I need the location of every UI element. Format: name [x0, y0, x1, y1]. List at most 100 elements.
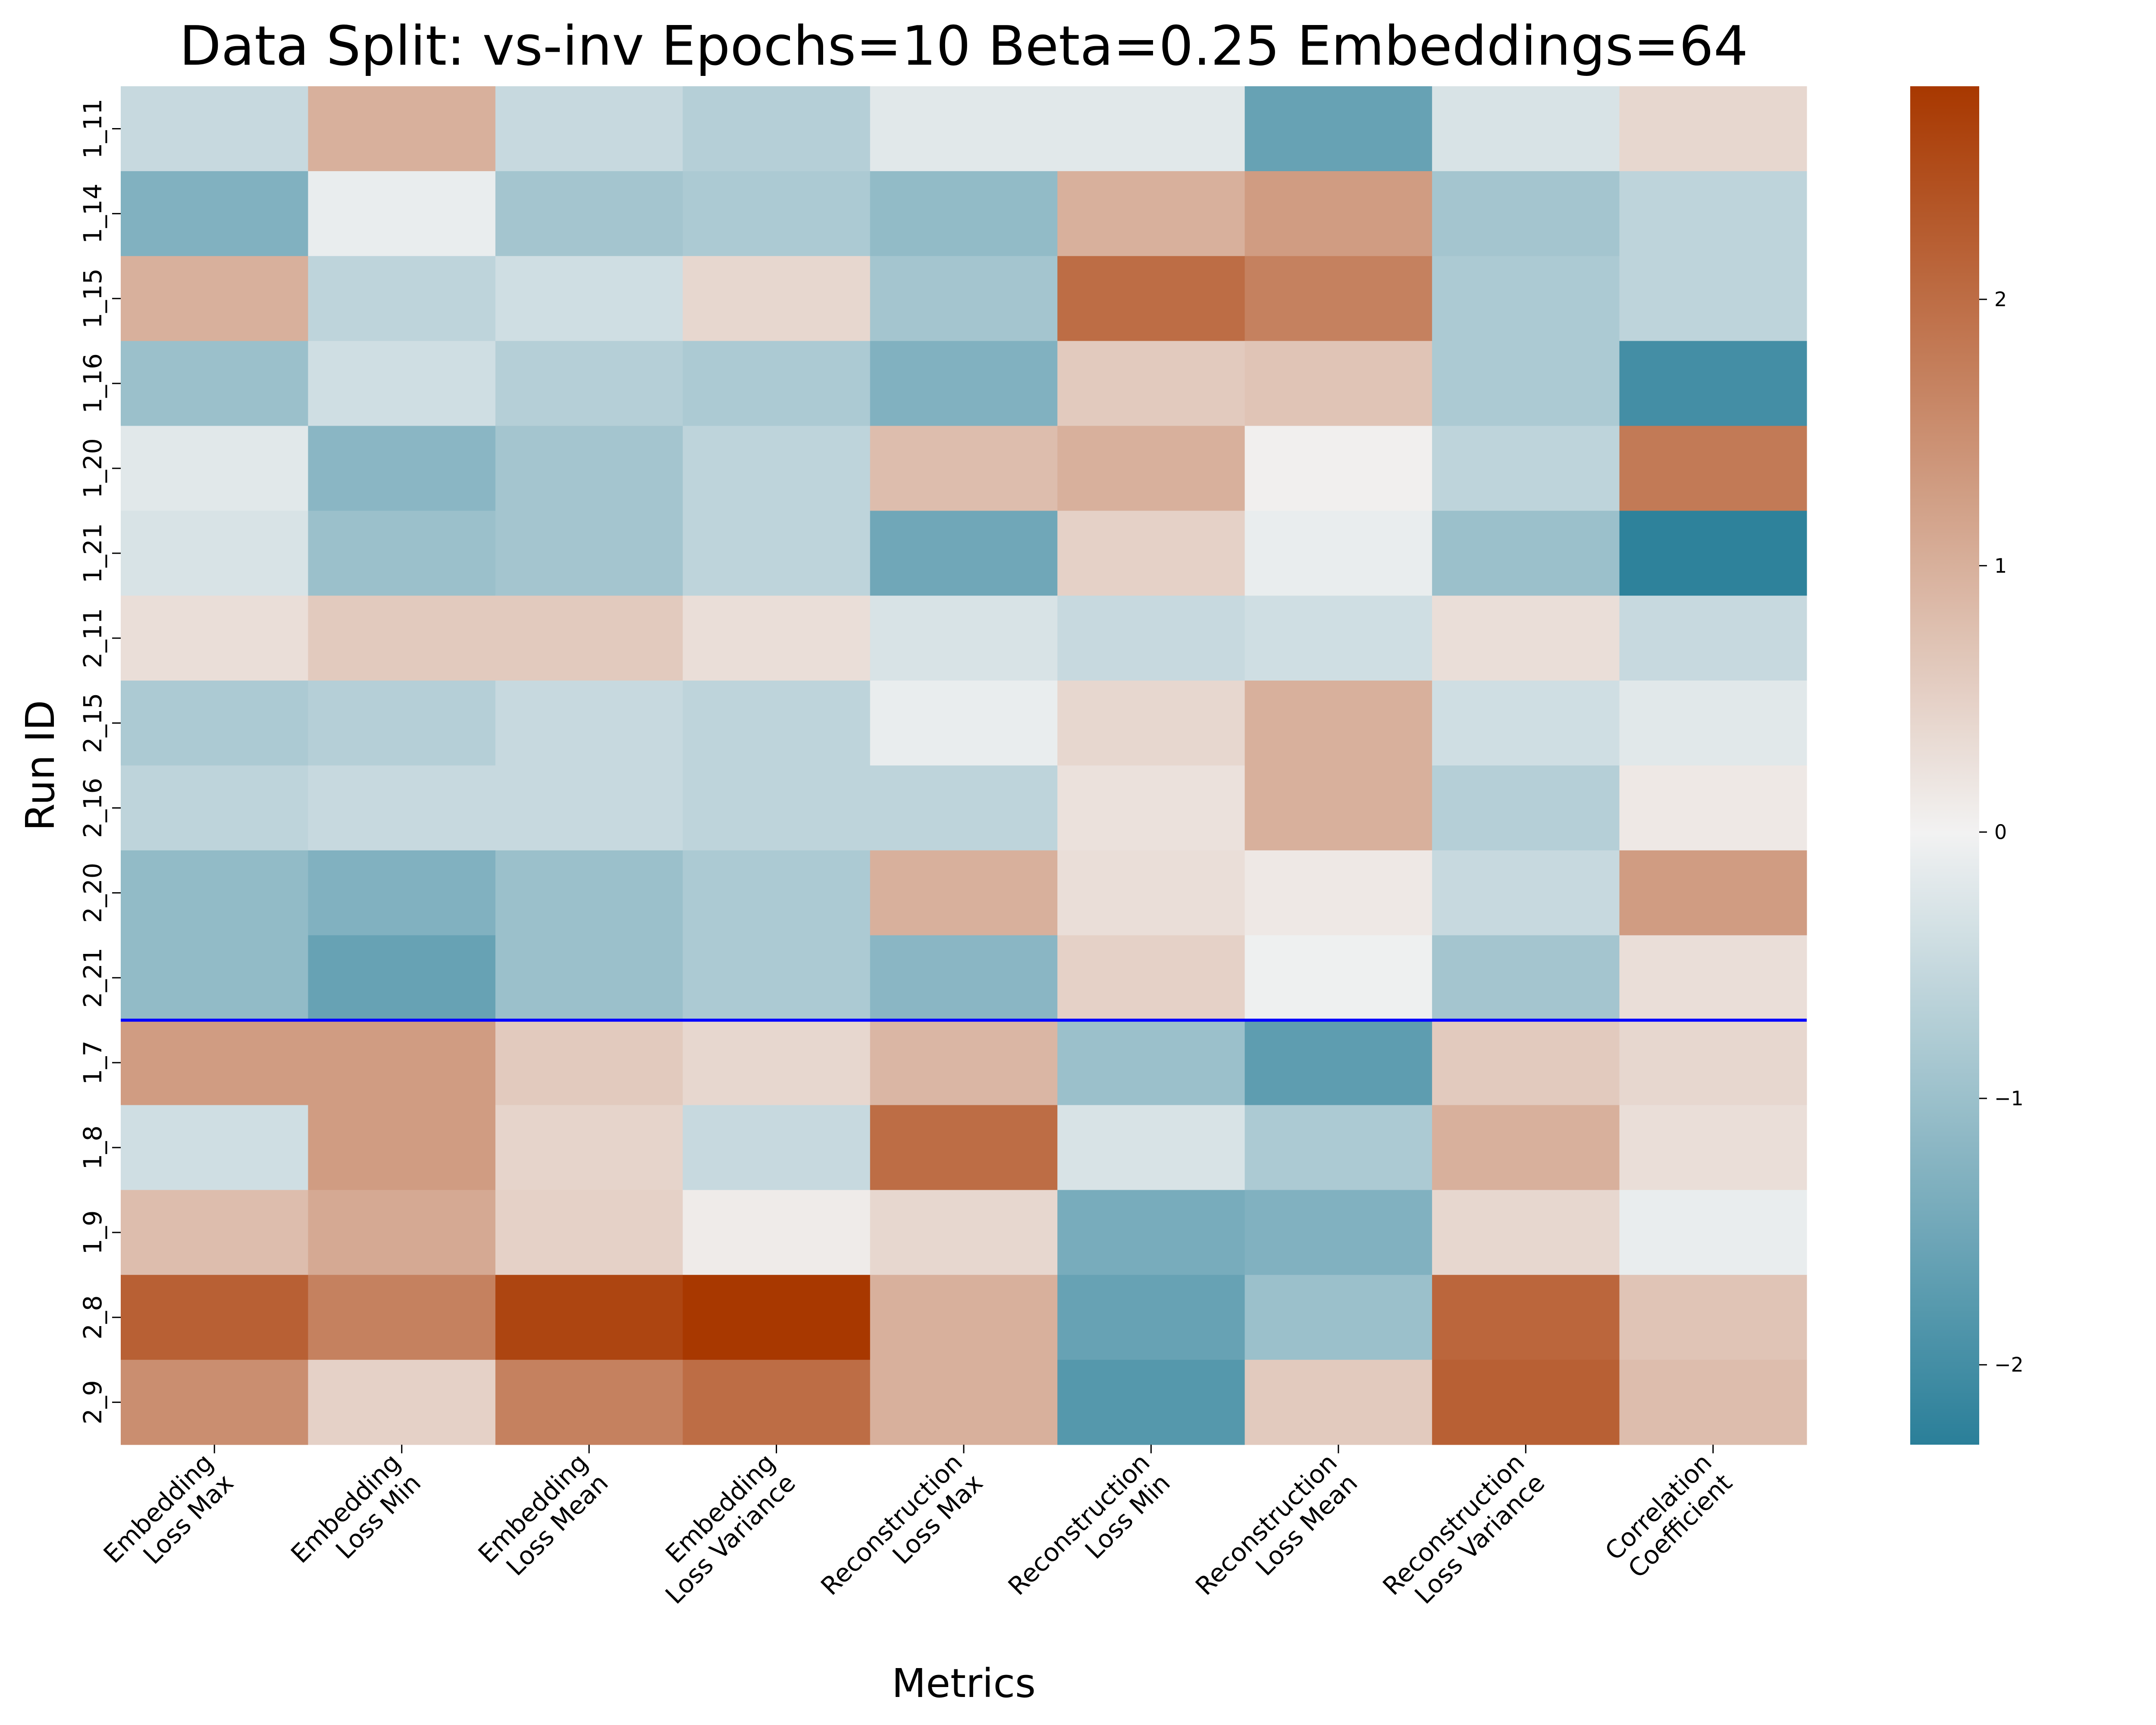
heatmap-cell [1057, 256, 1245, 342]
heatmap-cell [870, 86, 1058, 172]
colorbar-tick-label: 1 [1994, 554, 2007, 577]
y-axis-label: Run ID [17, 700, 63, 831]
heatmap-cell [121, 1360, 308, 1445]
heatmap-cell [121, 1275, 308, 1360]
heatmap-cell [308, 171, 496, 257]
heatmap-cell [1244, 256, 1432, 342]
heatmap-cell [121, 426, 308, 511]
heatmap-cell [1244, 596, 1432, 681]
heatmap-cell [683, 681, 871, 766]
heatmap-cell [121, 1020, 308, 1105]
x-tick-label: ReconstructionLoss Max [815, 1448, 988, 1621]
y-tick-label: 1_16 [78, 353, 107, 414]
heatmap-cell [495, 171, 683, 257]
heatmap-cell [1619, 596, 1807, 681]
heatmap-cell [1057, 171, 1245, 257]
y-tick-label: 2_20 [78, 862, 107, 923]
heatmap-cell [1244, 1105, 1432, 1190]
heatmap-cells [121, 86, 1807, 1445]
heatmap-cell [308, 1190, 496, 1275]
heatmap-cell [1619, 1275, 1807, 1360]
heatmap-cell [121, 681, 308, 766]
y-tick-label: 2_21 [78, 947, 107, 1008]
heatmap-cell [121, 511, 308, 596]
heatmap-cell [870, 341, 1058, 426]
heatmap-cell [1619, 341, 1807, 426]
y-tick-label: 1_15 [78, 268, 107, 329]
heatmap-cell [1432, 171, 1620, 257]
heatmap-cell [1432, 850, 1620, 936]
heatmap-cell [308, 1105, 496, 1190]
heatmap-cell [308, 1275, 496, 1360]
colorbar-gradient [1910, 86, 1979, 1445]
heatmap-cell [1432, 426, 1620, 511]
heatmap-cell [683, 426, 871, 511]
heatmap-cell [1244, 681, 1432, 766]
heatmap-cell [870, 1275, 1058, 1360]
heatmap-cell [870, 256, 1058, 342]
y-tick-label: 2_15 [78, 693, 107, 753]
colorbar-tick-label: 0 [1994, 820, 2007, 844]
heatmap-cell [1244, 1360, 1432, 1445]
y-tick-label: 1_14 [78, 183, 107, 244]
heatmap-cell [1057, 1020, 1245, 1105]
heatmap-cell [1057, 86, 1245, 172]
heatmap-cell [121, 256, 308, 342]
heatmap-cell [121, 935, 308, 1021]
heatmap-cell [1244, 426, 1432, 511]
heatmap-cell [1244, 171, 1432, 257]
heatmap-cell [683, 765, 871, 851]
heatmap-cell [1432, 1105, 1620, 1190]
heatmap-cell [1432, 1020, 1620, 1105]
heatmap-cell [1244, 1275, 1432, 1360]
heatmap-cell [1619, 1190, 1807, 1275]
heatmap-cell [121, 171, 308, 257]
heatmap-cell [121, 1190, 308, 1275]
heatmap-cell [121, 765, 308, 851]
heatmap-cell [1057, 681, 1245, 766]
heatmap-cell [308, 1360, 496, 1445]
y-tick-label: 2_9 [78, 1380, 107, 1424]
y-tick-label: 2_8 [78, 1295, 107, 1339]
heatmap-cell [121, 1105, 308, 1190]
heatmap-cell [683, 935, 871, 1021]
x-tick-label: ReconstructionLoss Variance [1377, 1448, 1551, 1621]
heatmap-cell [308, 596, 496, 681]
y-tick-label: 2_11 [78, 608, 107, 668]
heatmap-cell [1244, 765, 1432, 851]
heatmap-cell [870, 1360, 1058, 1445]
heatmap-cell [870, 1190, 1058, 1275]
x-tick-label: CorrelationCoefficient [1599, 1448, 1738, 1586]
heatmap-cell [870, 681, 1058, 766]
heatmap-cell [1057, 1105, 1245, 1190]
heatmap-cell [1619, 256, 1807, 342]
heatmap-cell [308, 426, 496, 511]
heatmap-cell [1057, 511, 1245, 596]
heatmap-cell [1619, 765, 1807, 851]
heatmap-cell [495, 935, 683, 1021]
x-tick-label: EmbeddingLoss Min [285, 1448, 426, 1589]
heatmap-cell [1432, 1275, 1620, 1360]
heatmap-cell [1057, 850, 1245, 936]
y-tick-label: 1_20 [78, 438, 107, 499]
heatmap-cell [683, 341, 871, 426]
heatmap-cell [495, 1020, 683, 1105]
heatmap-cell [495, 681, 683, 766]
heatmap-cell [1057, 596, 1245, 681]
heatmap-cell [495, 256, 683, 342]
heatmap-cell [1057, 935, 1245, 1021]
heatmap-cell [683, 1020, 871, 1105]
heatmap-cell [1057, 341, 1245, 426]
x-tick-label: ReconstructionLoss Min [1003, 1448, 1176, 1621]
heatmap-cell [495, 850, 683, 936]
heatmap-cell [1432, 765, 1620, 851]
heatmap-cell [1057, 1360, 1245, 1445]
y-tick-label: 1_11 [78, 99, 107, 159]
x-tick-labels: EmbeddingLoss Max EmbeddingLoss Min Embedd… [98, 1445, 1738, 1621]
heatmap-cell [121, 86, 308, 172]
heatmap-cell [1432, 681, 1620, 766]
heatmap-cell [308, 765, 496, 851]
heatmap-cell [870, 171, 1058, 257]
